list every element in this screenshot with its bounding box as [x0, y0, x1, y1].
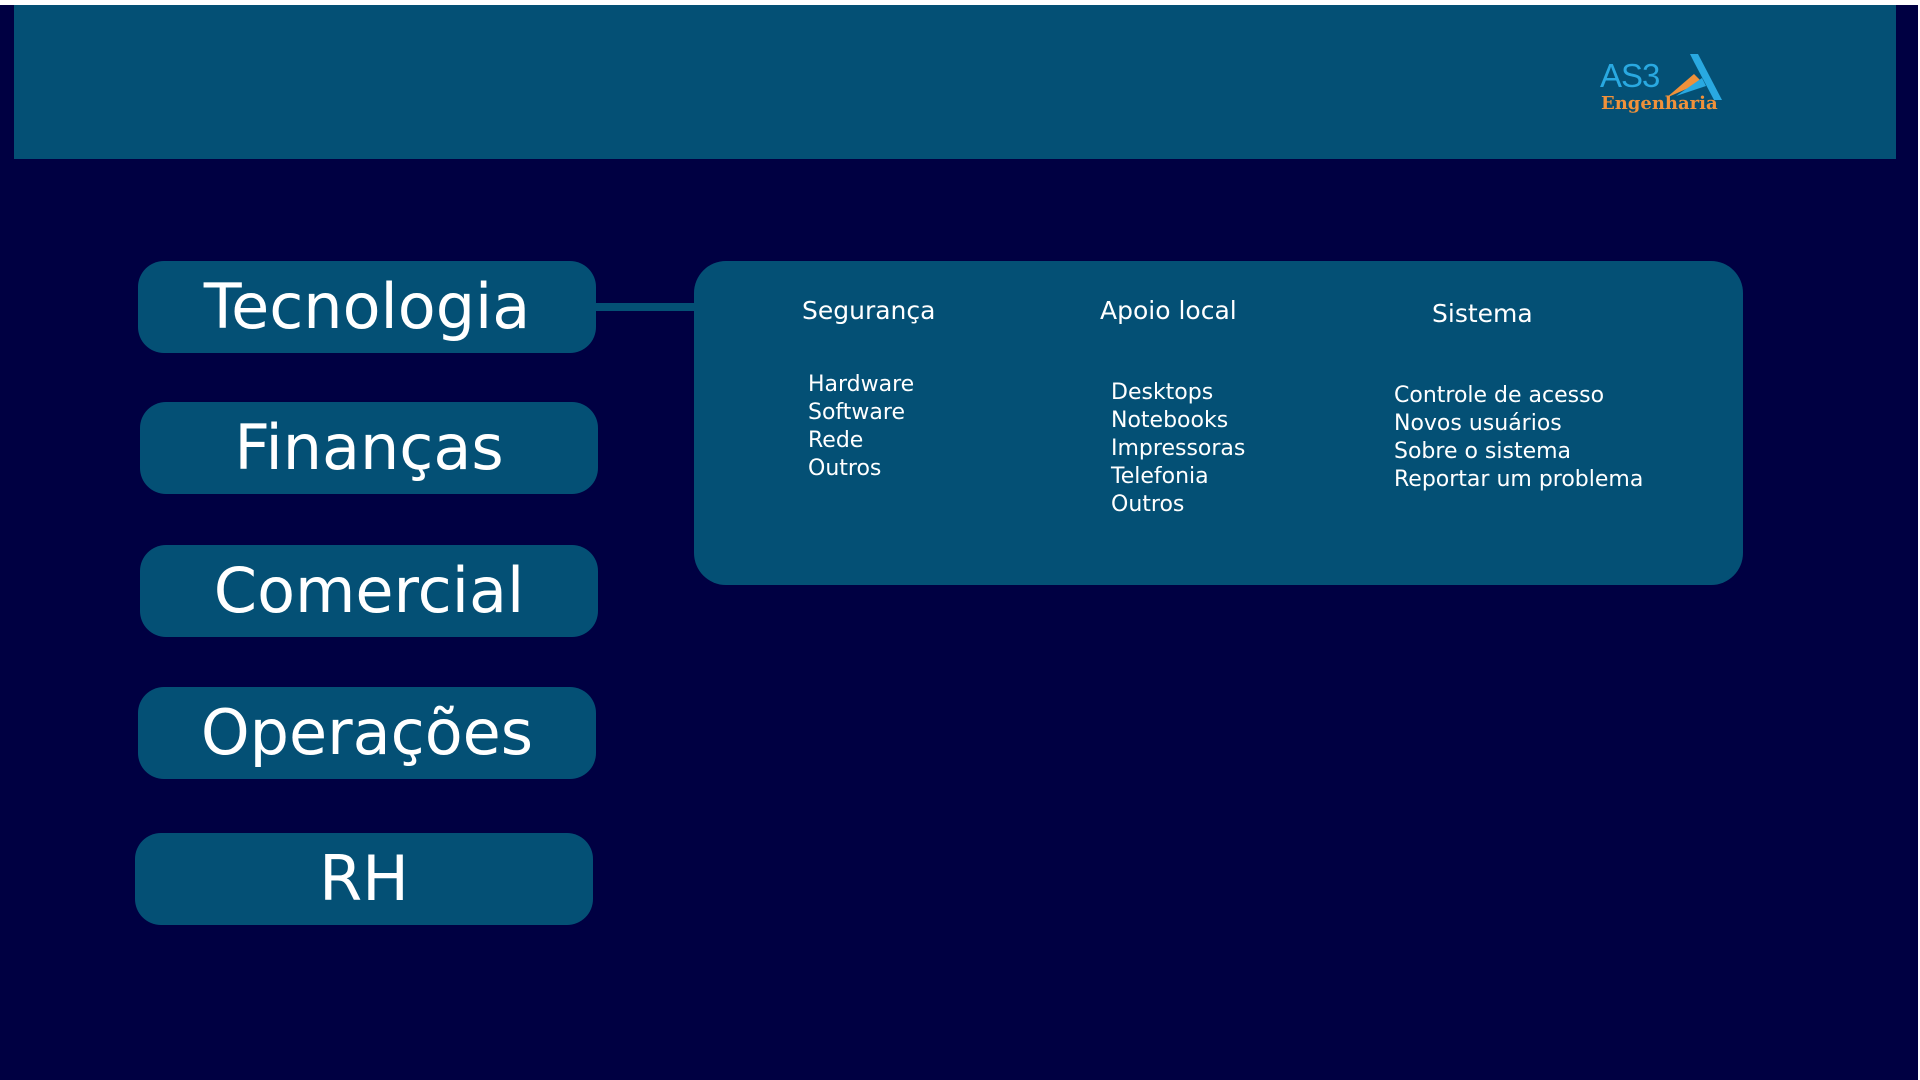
seguranca-list: Hardware Software Rede Outros: [808, 371, 914, 483]
submenu-item-reportar-problema[interactable]: Reportar um problema: [1394, 467, 1644, 492]
nav-rh-button[interactable]: RH: [135, 833, 593, 925]
submenu-item-outros-apoio[interactable]: Outros: [1111, 492, 1185, 517]
submenu-item-novos-usuarios[interactable]: Novos usuários: [1394, 411, 1562, 436]
logo-a-mark-icon: [1666, 54, 1722, 100]
logo-wordmark: AS3: [1600, 57, 1660, 94]
submenu-heading-sistema[interactable]: Sistema: [1432, 299, 1533, 328]
submenu-connector: [594, 303, 696, 311]
header-bar: [14, 5, 1896, 159]
submenu-item-desktops[interactable]: Desktops: [1111, 380, 1214, 405]
sistema-list: Controle de acesso Novos usuários Sobre …: [1394, 382, 1643, 494]
submenu-item-sobre-o-sistema[interactable]: Sobre o sistema: [1394, 439, 1572, 464]
submenu-item-telefonia[interactable]: Telefonia: [1111, 464, 1209, 489]
nav-comercial-button[interactable]: Comercial: [140, 545, 598, 637]
nav-tecnologia-button[interactable]: Tecnologia: [138, 261, 596, 353]
submenu-item-impressoras[interactable]: Impressoras: [1111, 436, 1246, 461]
submenu-item-controle-de-acesso[interactable]: Controle de acesso: [1394, 383, 1605, 408]
submenu-heading-apoio-local[interactable]: Apoio local: [1100, 296, 1237, 325]
submenu-item-software[interactable]: Software: [808, 400, 905, 425]
submenu-heading-seguranca[interactable]: Segurança: [802, 296, 936, 325]
tecnologia-submenu-panel: Segurança Hardware Software Rede Outros …: [694, 261, 1743, 585]
submenu-item-notebooks[interactable]: Notebooks: [1111, 408, 1229, 433]
right-border: [1918, 0, 1920, 1080]
as3-logo[interactable]: AS3 Engenharia: [1600, 52, 1730, 122]
top-border: [0, 0, 1920, 5]
submenu-item-outros-seguranca[interactable]: Outros: [808, 456, 882, 481]
submenu-item-hardware[interactable]: Hardware: [808, 372, 915, 397]
nav-operacoes-button[interactable]: Operações: [138, 687, 596, 779]
apoio-local-list: Desktops Notebooks Impressoras Telefonia…: [1111, 379, 1245, 519]
submenu-item-rede[interactable]: Rede: [808, 428, 864, 453]
logo-subtitle: Engenharia: [1601, 93, 1718, 114]
nav-financas-button[interactable]: Finanças: [140, 402, 598, 494]
